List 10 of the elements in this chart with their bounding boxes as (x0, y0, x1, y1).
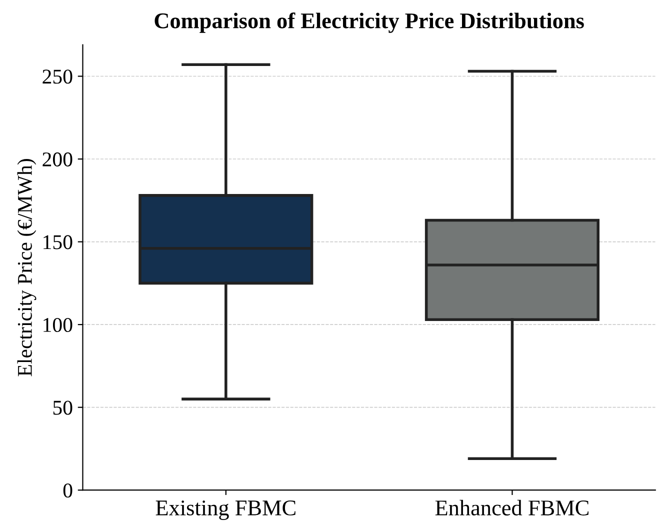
chart-title: Comparison of Electricity Price Distributions (154, 12, 584, 33)
y-tick-label: 200 (42, 152, 72, 166)
x-tick-label: Existing FBMC (156, 500, 296, 520)
x-tick-label: Enhanced FBMC (435, 500, 588, 516)
y-tick-label: 100 (44, 318, 72, 332)
y-axis-title: Electricity Price (€/MWh) (17, 159, 36, 376)
y-tick-label: 0 (63, 483, 72, 498)
y-tick-label: 150 (44, 235, 72, 250)
y-tick-label: 50 (53, 400, 72, 415)
y-tick-label: 250 (42, 70, 72, 84)
